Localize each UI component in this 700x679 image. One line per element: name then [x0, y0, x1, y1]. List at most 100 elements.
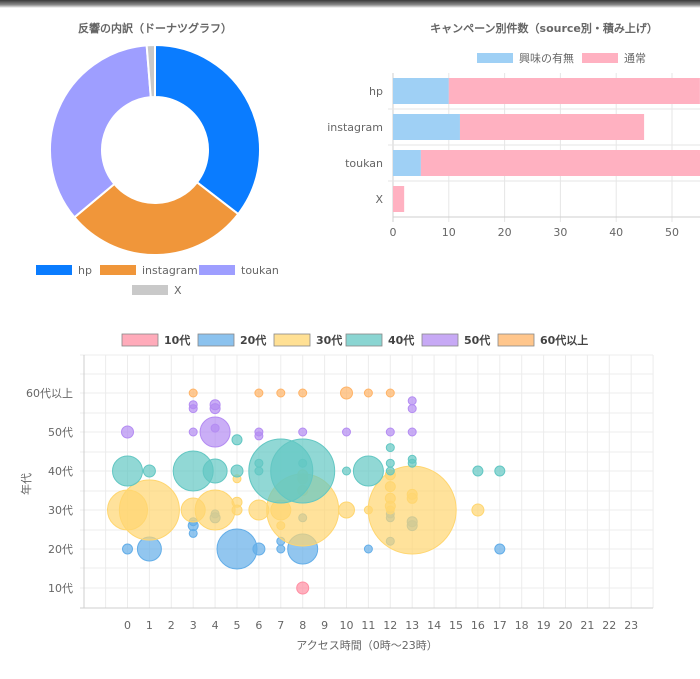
bubble-point-s4[interactable]: [210, 423, 220, 433]
bubble-y-tick-label: 30代: [48, 504, 73, 517]
donut-legend[interactable]: hp instagram toukan X: [36, 264, 279, 297]
bubble-point-s4[interactable]: [188, 400, 198, 410]
bubble-legend-label-4[interactable]: 50代: [464, 333, 490, 347]
donut-slice-instagram[interactable]: [73, 180, 240, 256]
bubble-point-s3[interactable]: [385, 458, 395, 468]
bubble-legend-label-1[interactable]: 20代: [240, 333, 266, 347]
bubble-point-s3[interactable]: [352, 455, 384, 487]
bubble-grid: [80, 354, 654, 609]
bubble-point-s3[interactable]: [231, 434, 243, 446]
bubble-point-s3[interactable]: [112, 455, 143, 487]
bubble-point-s4[interactable]: [407, 396, 417, 406]
bubble-point-s3[interactable]: [342, 466, 351, 476]
bubble-legend-swatch-2: [273, 333, 311, 347]
bar-x-tick-label: 0: [390, 226, 397, 239]
bubble-point-s3[interactable]: [202, 458, 228, 484]
bar-category-label-instagram: instagram: [327, 121, 383, 134]
donut-legend-label-hp[interactable]: hp: [78, 264, 92, 277]
bubble-point-s1[interactable]: [136, 536, 162, 562]
stacked-bar-chart: キャンペーン別件数（source別・積み上げ） 興味の有無 通常 hp instag…: [327, 21, 700, 239]
donut-slice-x[interactable]: [145, 43, 156, 99]
bubble-point-s1[interactable]: [494, 543, 506, 555]
bubble-x-tick-label: 14: [427, 619, 441, 632]
bubble-point-s1[interactable]: [252, 542, 266, 556]
bubble-point-s5[interactable]: [385, 388, 395, 398]
bubble-point-s4[interactable]: [298, 427, 308, 437]
bubble-x-tick-label: 0: [124, 619, 131, 632]
donut-legend-label-toukan[interactable]: toukan: [241, 264, 279, 277]
bubble-point-s2[interactable]: [338, 501, 355, 519]
bubble-point-s2[interactable]: [231, 496, 243, 508]
bubble-point-s2[interactable]: [194, 489, 236, 531]
bubble-legend-label-5[interactable]: 60代以上: [540, 333, 588, 347]
bubble-point-s5[interactable]: [298, 388, 308, 398]
bar-chart-title: キャンペーン別件数（source別・積み上げ）: [430, 21, 658, 35]
bar-segment-toukan-s0[interactable]: [393, 150, 421, 176]
bar-x-tick-label: 20: [498, 226, 512, 239]
bubble-point-s2[interactable]: [118, 479, 180, 541]
bubble-point-s5[interactable]: [363, 388, 373, 398]
bubble-point-s5[interactable]: [188, 388, 198, 398]
bubble-point-s3[interactable]: [494, 465, 506, 477]
bubble-x-tick-label: 2: [168, 619, 175, 632]
bar-legend-label-1[interactable]: 通常: [624, 52, 646, 65]
bubble-point-s3[interactable]: [385, 443, 395, 453]
bar-legend-label-0[interactable]: 興味の有無: [519, 51, 574, 65]
donut-legend-label-instagram[interactable]: instagram: [142, 264, 198, 277]
bubble-point-s1[interactable]: [216, 528, 258, 570]
bubble-point-s2[interactable]: [406, 488, 418, 500]
bubble-legend[interactable]: 10代 20代 30代 40代 50代 60代以上: [121, 333, 588, 347]
bubble-legend-swatch-1: [197, 333, 235, 347]
bubble-point-s3[interactable]: [142, 464, 156, 478]
bar-legend-swatch-0: [477, 53, 513, 63]
bar-segment-x-s1[interactable]: [393, 186, 405, 212]
bubble-point-s3[interactable]: [270, 438, 336, 504]
bar-labels: hp instagram toukan X 0 10 20 30 40 50: [327, 85, 679, 239]
window-top-shadow: [0, 0, 700, 8]
bubble-legend-label-3[interactable]: 40代: [388, 333, 414, 347]
bubble-point-s4[interactable]: [209, 399, 221, 411]
bubble-point-s4[interactable]: [342, 427, 351, 437]
bubble-point-s1[interactable]: [122, 543, 133, 555]
bubble-x-tick-label: 12: [383, 619, 397, 632]
bar-segment-hp-s1[interactable]: [448, 78, 700, 104]
bubble-point-s5[interactable]: [254, 388, 264, 398]
bubble-point-s3[interactable]: [472, 465, 484, 477]
bubble-point-s4[interactable]: [407, 427, 417, 437]
bar-segment-toukan-s1[interactable]: [420, 150, 700, 176]
bubble-legend-label-0[interactable]: 10代: [164, 333, 190, 347]
bubble-point-s5[interactable]: [276, 388, 286, 398]
donut-legend-label-x[interactable]: X: [174, 284, 182, 297]
bubble-point-s3[interactable]: [298, 458, 308, 468]
bubble-point-s2[interactable]: [248, 499, 270, 521]
bubble-chart: 10代 20代 30代 40代 50代 60代以上 0 1 2 3 4 5 6 7 8 9 10 11 12 13 1…: [19, 333, 654, 652]
bubble-legend-label-2[interactable]: 30代: [316, 333, 342, 347]
bubble-point-s5[interactable]: [340, 386, 353, 400]
bubble-point-s3[interactable]: [230, 464, 244, 478]
bubble-marks: [107, 386, 506, 595]
donut-slice-hp[interactable]: [154, 43, 261, 216]
bubble-y-tick-label: 20代: [48, 543, 73, 556]
bar-segment-instagram-s1[interactable]: [459, 114, 645, 140]
bubble-x-tick-label: 9: [321, 619, 328, 632]
donut-legend-swatch-toukan: [199, 265, 235, 275]
donut-slice-toukan[interactable]: [49, 44, 152, 219]
bubble-point-s2[interactable]: [471, 503, 485, 517]
bubble-point-s1[interactable]: [363, 544, 373, 554]
bubble-legend-swatch-0: [121, 333, 159, 347]
bubble-point-s0[interactable]: [296, 581, 310, 595]
bubble-point-s4[interactable]: [385, 427, 395, 437]
bubble-legend-swatch-4: [421, 333, 459, 347]
bubble-point-s4[interactable]: [188, 427, 198, 437]
bar-segment-hp-s0[interactable]: [393, 78, 449, 104]
bubble-point-s4[interactable]: [121, 425, 134, 439]
bubble-x-tick-label: 16: [471, 619, 485, 632]
bubble-point-s4[interactable]: [254, 427, 264, 437]
bar-legend[interactable]: 興味の有無 通常: [477, 51, 646, 65]
bubble-point-s4[interactable]: [407, 404, 417, 414]
bubble-point-s3[interactable]: [385, 466, 395, 476]
bar-segment-instagram-s0[interactable]: [393, 114, 460, 140]
bubble-point-s3[interactable]: [407, 454, 417, 464]
bubble-point-s1[interactable]: [276, 544, 286, 554]
